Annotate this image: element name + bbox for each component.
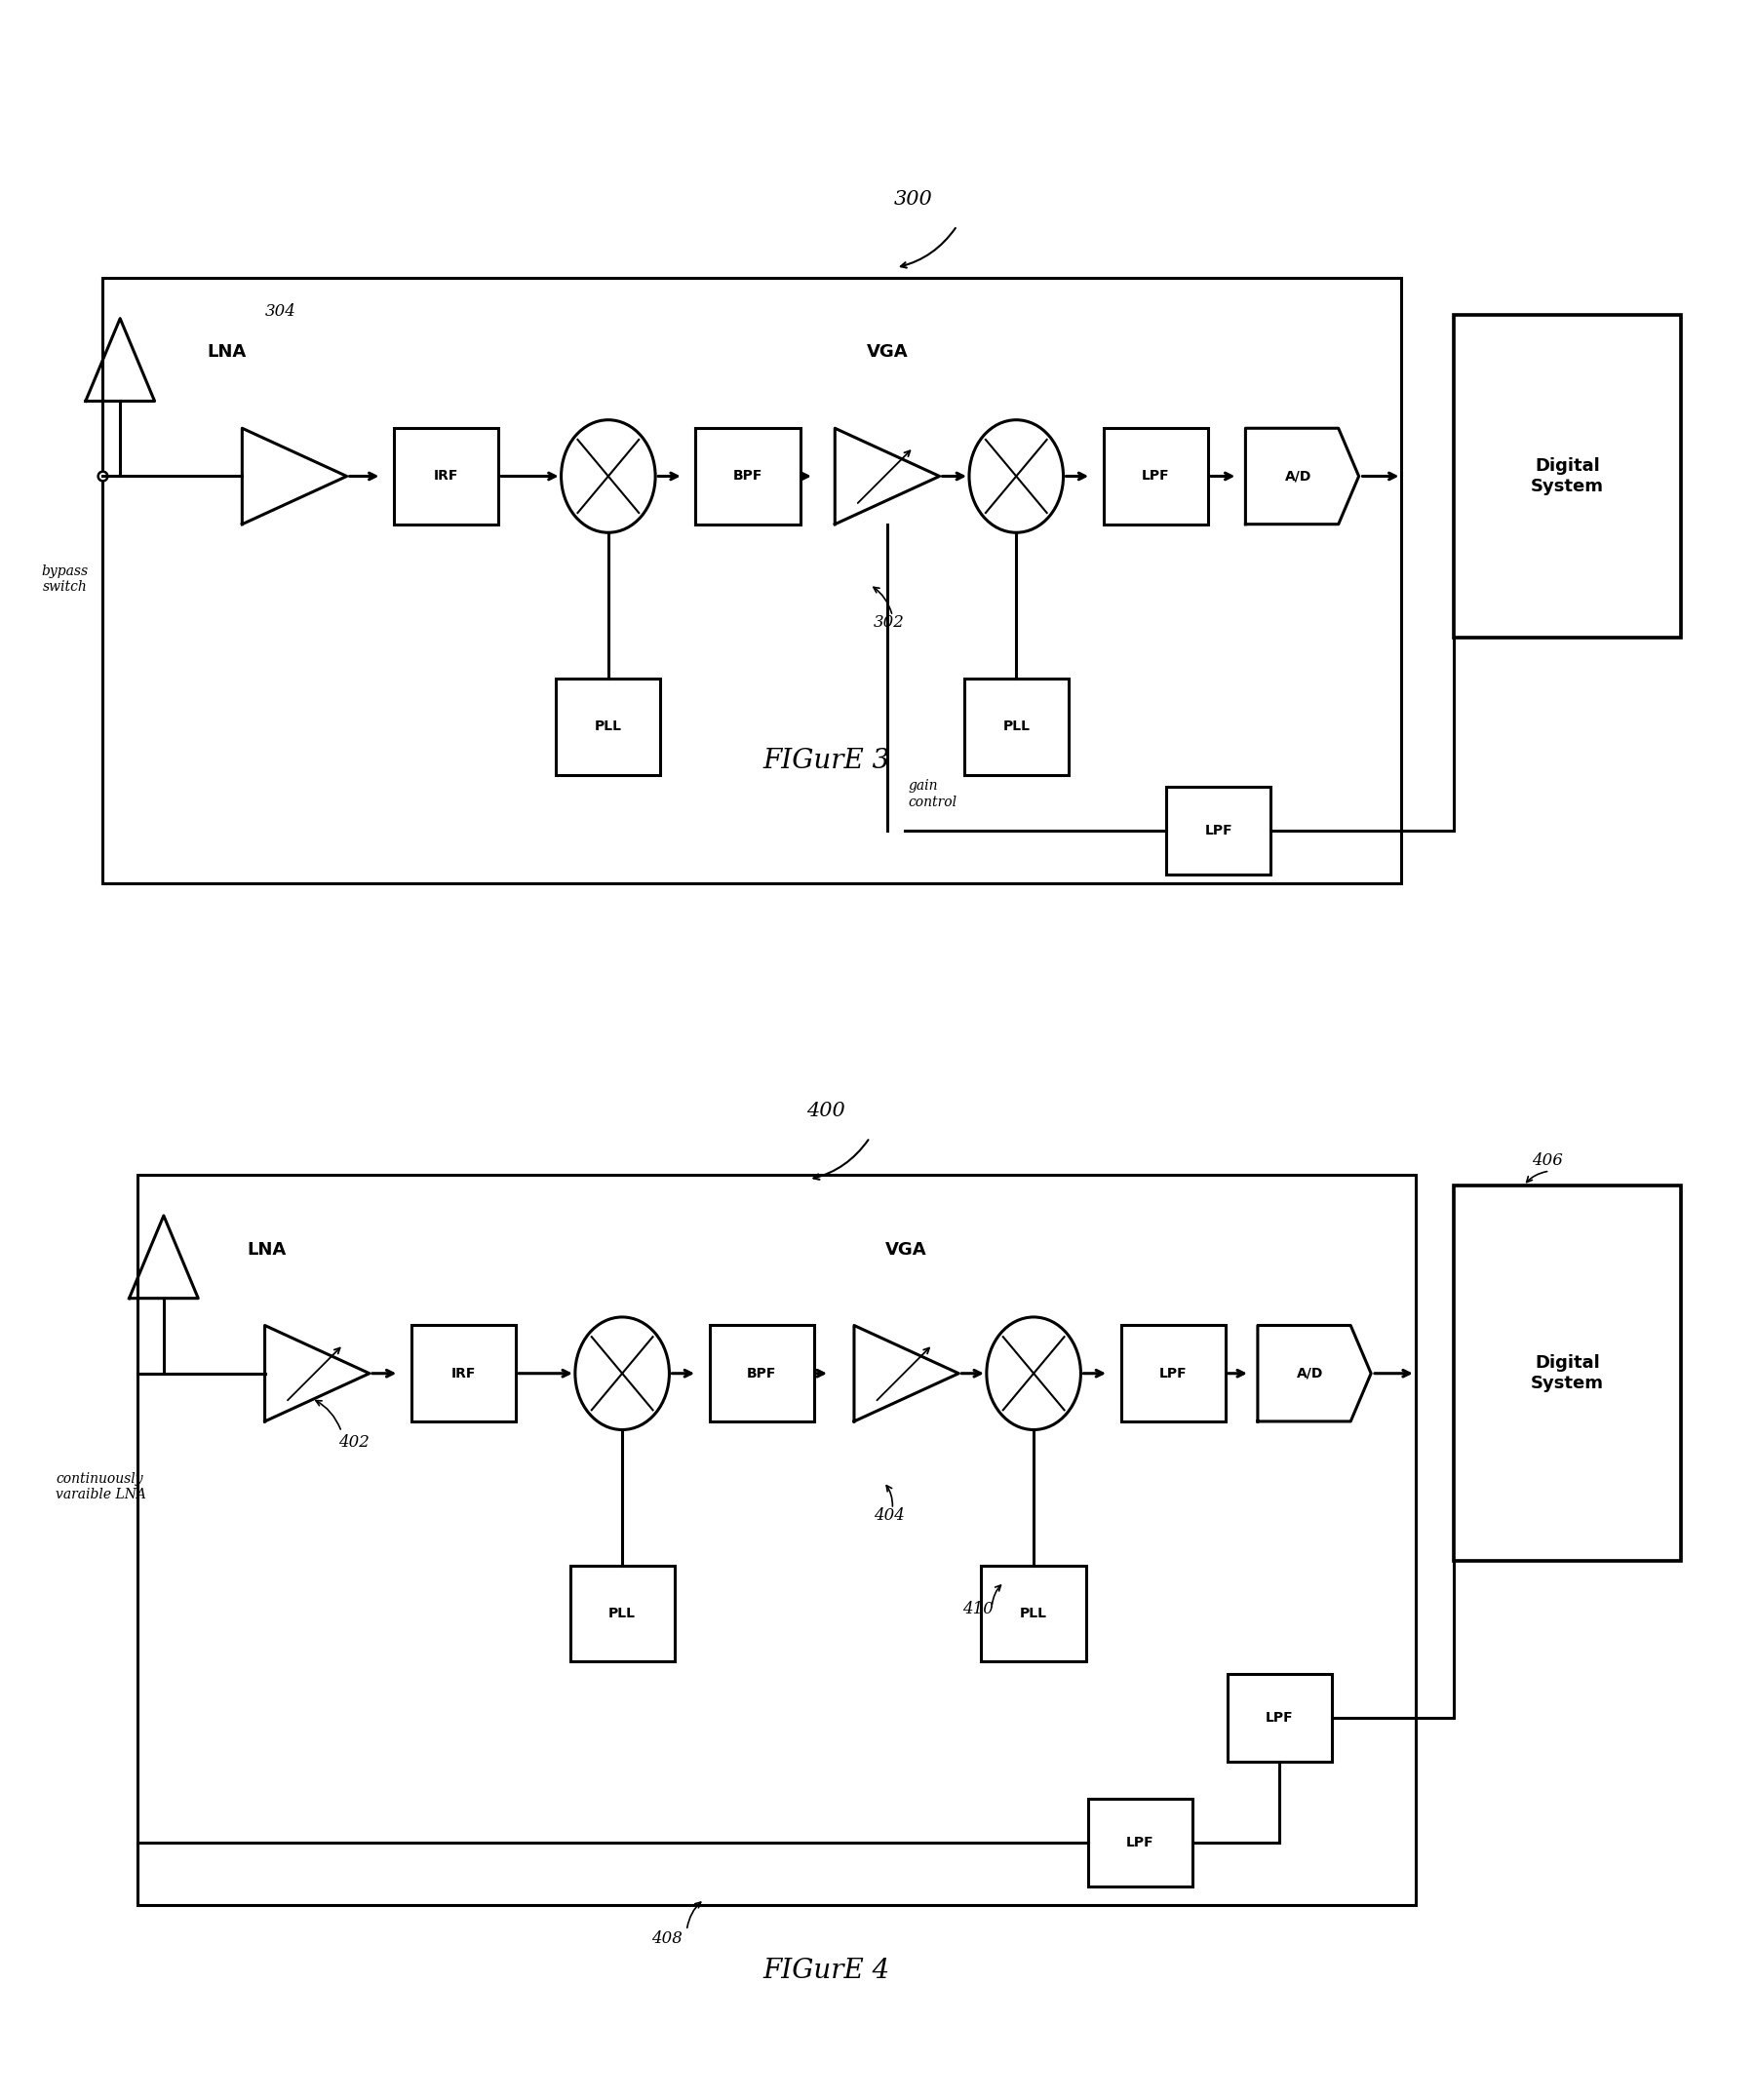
Text: PLL: PLL: [1003, 720, 1030, 733]
Text: gain
control: gain control: [908, 779, 958, 809]
Text: VGA: VGA: [886, 1241, 928, 1258]
Text: continuously
varaible LNA: continuously varaible LNA: [56, 1472, 146, 1502]
Text: 410: 410: [963, 1600, 993, 1617]
Text: BPF: BPF: [733, 470, 763, 483]
Text: bypass
switch: bypass switch: [42, 565, 88, 594]
Text: Digital
System: Digital System: [1530, 1354, 1604, 1392]
Bar: [1226, 1674, 1332, 1762]
Text: BPF: BPF: [747, 1367, 777, 1380]
Text: 302: 302: [873, 613, 905, 630]
Text: 402: 402: [337, 1434, 369, 1451]
Text: 304: 304: [265, 302, 295, 319]
Text: PLL: PLL: [1021, 1606, 1047, 1621]
Bar: [411, 1325, 517, 1422]
Text: IRF: IRF: [452, 1367, 476, 1380]
Text: LNA: LNA: [207, 344, 246, 361]
Text: Digital
System: Digital System: [1530, 458, 1604, 496]
Text: VGA: VGA: [866, 344, 908, 361]
Text: A/D: A/D: [1284, 470, 1311, 483]
Text: LPF: LPF: [1265, 1712, 1293, 1724]
Text: LPF: LPF: [1160, 1367, 1188, 1380]
Text: IRF: IRF: [434, 470, 459, 483]
Text: LPF: LPF: [1126, 1835, 1154, 1850]
Bar: [394, 428, 499, 525]
Bar: [696, 428, 799, 525]
Text: PLL: PLL: [594, 720, 622, 733]
Bar: [710, 1325, 813, 1422]
Text: FIGurE 3: FIGurE 3: [763, 748, 889, 775]
Text: 400: 400: [806, 1103, 845, 1121]
Text: LNA: LNA: [248, 1241, 286, 1258]
Bar: [102, 277, 1402, 884]
Bar: [1103, 428, 1209, 525]
Bar: [555, 678, 661, 775]
Bar: [137, 1176, 1416, 1905]
Bar: [1088, 1800, 1193, 1886]
Text: 408: 408: [652, 1930, 683, 1947]
Text: 300: 300: [894, 191, 933, 208]
Bar: [1453, 315, 1680, 638]
Text: FIGurE 4: FIGurE 4: [763, 1957, 889, 1984]
Text: LPF: LPF: [1205, 823, 1232, 838]
Bar: [982, 1564, 1086, 1661]
Bar: [569, 1564, 675, 1661]
Text: 406: 406: [1532, 1153, 1564, 1170]
Text: A/D: A/D: [1297, 1367, 1323, 1380]
Text: PLL: PLL: [608, 1606, 636, 1621]
Bar: [1121, 1325, 1225, 1422]
Bar: [1453, 1186, 1680, 1560]
Text: LPF: LPF: [1142, 470, 1170, 483]
Bar: [1167, 788, 1270, 876]
Text: 404: 404: [873, 1508, 905, 1522]
Bar: [965, 678, 1068, 775]
